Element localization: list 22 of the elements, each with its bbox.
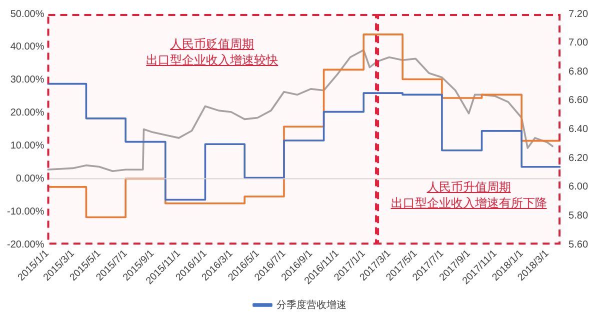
y2-tick-label: 7.00 <box>568 38 588 49</box>
y2-tick-label: 6.60 <box>568 95 588 106</box>
y2-tick-label: 6.40 <box>568 124 588 136</box>
y-tick-label: 20.00% <box>10 108 44 119</box>
y-tick-label: 40.00% <box>10 42 44 53</box>
annotation: 出口型企业收入增速较快 <box>146 53 278 67</box>
y2-tick-label: 7.20 <box>568 8 588 20</box>
annotation: 出口型企业收入增速有所下降 <box>390 196 547 210</box>
y2-tick-label: 6.20 <box>568 152 588 164</box>
y-tick-label: 0.00% <box>16 173 44 184</box>
annotation: 人民币贬值周期 <box>170 37 254 51</box>
y2-tick-label: 6.80 <box>568 66 588 78</box>
y-tick-label: 30.00% <box>10 74 44 86</box>
y2-tick-label: 5.60 <box>568 239 588 250</box>
y-tick-label: -10.00% <box>6 206 44 218</box>
y2-tick-label: 5.80 <box>568 210 588 222</box>
legend-label: 分季度营收增速 <box>276 298 346 311</box>
y-tick-label: -20.00% <box>6 239 44 250</box>
y2-tick-label: 6.00 <box>568 182 588 193</box>
y-tick-label: 10.00% <box>10 140 44 152</box>
y-tick-label: 50.00% <box>10 8 44 20</box>
annotation: 人民币升值周期 <box>426 180 511 194</box>
